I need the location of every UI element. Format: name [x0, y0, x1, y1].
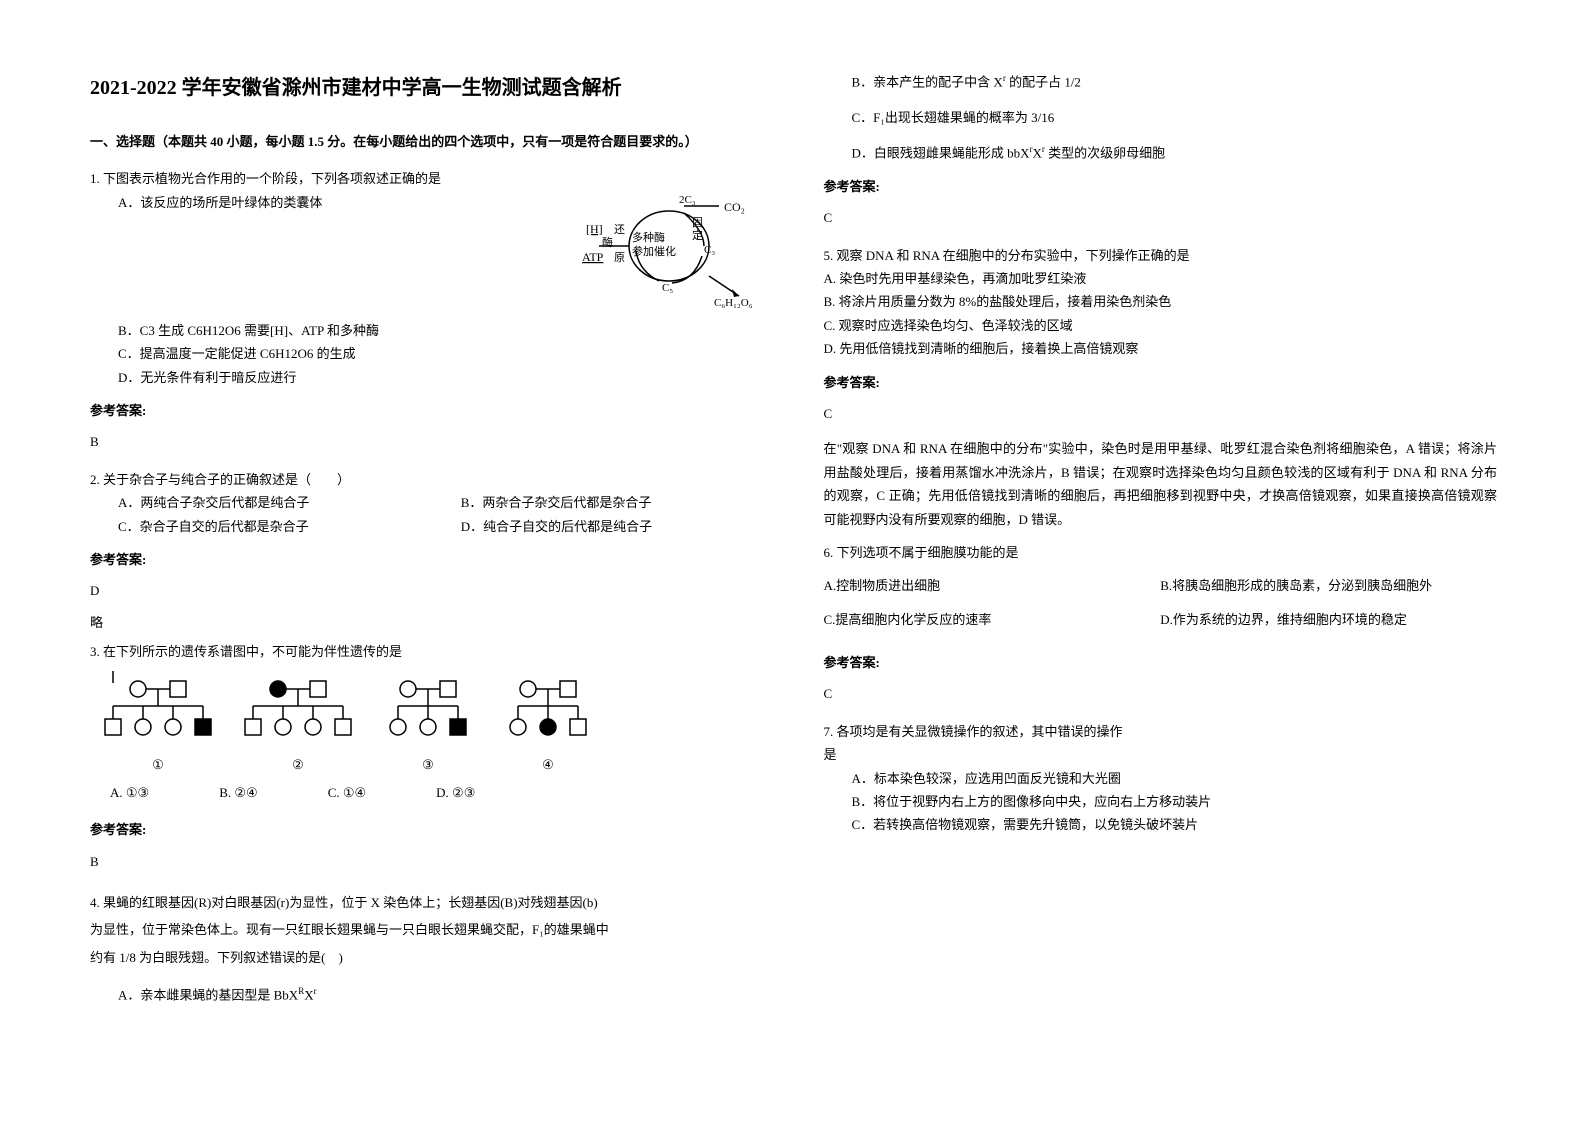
- q1-opt-b: B．C3 生成 C6H12O6 需要[H]、ATP 和多种酶: [90, 319, 764, 342]
- ped2-label: ②: [292, 753, 304, 776]
- q5-opt-d: D. 先用低倍镜找到清晰的细胞后，接着换上高倍镜观察: [824, 337, 1498, 360]
- page-title: 2021-2022 学年安徽省滁州市建材中学高一生物测试题含解析: [90, 70, 764, 106]
- svg-text:C₆H₁₂O₆: C₆H₁₂O₆: [714, 297, 753, 309]
- q5-answer: C: [824, 402, 1498, 425]
- q4-line2: 为显性，位于常染色体上。现有一只红眼长翅果蝇与一只白眼长翅果蝇交配，F₁的雄果蝇…: [90, 918, 764, 941]
- q5-opt-b: B. 将涂片用质量分数为 8%的盐酸处理后，接着用染色剂染色: [824, 290, 1498, 313]
- q4-opt-d: D．白眼残翅雌果蝇能形成 bbXrXr 类型的次级卵母细胞: [824, 141, 1498, 165]
- q2-opt-c: C．杂合子自交的后代都是杂合子: [118, 515, 421, 538]
- q3-stem: 3. 在下列所示的遗传系谱图中，不可能为伴性遗传的是: [90, 640, 764, 663]
- q3-opt-a: A. ①③: [110, 781, 149, 804]
- q2-opt-b: B．两杂合子杂交后代都是杂合子: [461, 491, 764, 514]
- q5-opt-c: C. 观察时应选择染色均匀、色泽较浅的区域: [824, 314, 1498, 337]
- svg-text:[H]: [H]: [586, 222, 603, 236]
- q4-line1: 4. 果蝇的红眼基因(R)对白眼基因(r)为显性，位于 X 染色体上；长翅基因(…: [90, 891, 764, 914]
- q7-opt-b: B．将位于视野内右上方的图像移向中央，应向右上方移动装片: [824, 790, 1498, 813]
- answer-label: 参考答案:: [824, 651, 1498, 674]
- q4-line3: 约有 1/8 为白眼残翅。下列叙述错误的是( ): [90, 946, 764, 969]
- question-3: 3. 在下列所示的遗传系谱图中，不可能为伴性遗传的是: [90, 640, 764, 808]
- question-2: 2. 关于杂合子与纯合子的正确叙述是（ ） A．两纯合子杂交后代都是纯合子 B．…: [90, 468, 764, 538]
- svg-text:还: 还: [614, 223, 625, 236]
- q1-opt-d: D．无光条件有利于暗反应进行: [90, 366, 764, 389]
- q3-opt-c: C. ①④: [328, 781, 366, 804]
- answer-label: 参考答案:: [824, 175, 1498, 198]
- q7-opt-c: C．若转换高倍物镜观察，需要先升镜筒，以免镜头破坏装片: [824, 813, 1498, 836]
- q7-stem1: 7. 各项均是有关显微镜操作的叙述，其中错误的操作: [824, 720, 1498, 743]
- ped1-label: ①: [152, 753, 164, 776]
- q2-answer: D: [90, 579, 764, 602]
- q6-opt-d: D.作为系统的边界，维持细胞内环境的稳定: [1160, 608, 1497, 631]
- pedigree-3: ③: [378, 671, 478, 776]
- svg-text:定: 定: [692, 228, 703, 242]
- q6-opt-a: A.控制物质进出细胞: [824, 574, 1161, 597]
- question-4: 4. 果蝇的红眼基因(R)对白眼基因(r)为显性，位于 X 染色体上；长翅基因(…: [90, 887, 764, 1007]
- q1-diagram: CO₂ 2C₃ C₃ C₅ C₆H₁₂O₆ [H] 酶 ATP 还: [554, 191, 754, 311]
- ped4-label: ④: [542, 753, 554, 776]
- question-5: 5. 观察 DNA 和 RNA 在细胞中的分布实验中，下列操作正确的是 A. 染…: [824, 244, 1498, 361]
- q2-opt-a: A．两纯合子杂交后代都是纯合子: [118, 491, 421, 514]
- q7-opt-a: A．标本染色较深，应选用凹面反光镜和大光圈: [824, 767, 1498, 790]
- q4-opt-b: B．亲本产生的配子中含 Xr 的配子占 1/2: [824, 70, 1498, 94]
- pedigree-1: ①: [98, 671, 218, 776]
- answer-label: 参考答案:: [90, 399, 764, 422]
- q1-opt-c: C．提高温度一定能促进 C6H12O6 的生成: [90, 342, 764, 365]
- answer-label: 参考答案:: [824, 371, 1498, 394]
- q5-opt-a: A. 染色时先用甲基绿染色，再滴加吡罗红染液: [824, 267, 1498, 290]
- q4-opt-a: A．亲本雌果蝇的基因型是 BbXRXr: [90, 983, 764, 1007]
- pedigree-2: ②: [238, 671, 358, 776]
- q6-stem: 6. 下列选项不属于细胞膜功能的是: [824, 541, 1498, 564]
- svg-text:原: 原: [614, 252, 625, 264]
- svg-text:酶: 酶: [602, 236, 613, 249]
- svg-text:多种酶: 多种酶: [632, 230, 665, 244]
- q3-answer: B: [90, 850, 764, 873]
- svg-text:C₅: C₅: [662, 282, 673, 294]
- question-7: 7. 各项均是有关显微镜操作的叙述，其中错误的操作 是 A．标本染色较深，应选用…: [824, 720, 1498, 837]
- section-header: 一、选择题（本题共 40 小题，每小题 1.5 分。在每小题给出的四个选项中，只…: [90, 130, 764, 153]
- answer-label: 参考答案:: [90, 818, 764, 841]
- q1-opt-a: A．该反应的场所是叶绿体的类囊体: [90, 191, 544, 214]
- pedigree-4: ④: [498, 671, 598, 776]
- svg-text:C₃: C₃: [704, 244, 715, 256]
- q1-answer: B: [90, 430, 764, 453]
- q1-stem: 1. 下图表示植物光合作用的一个阶段，下列各项叙述正确的是: [90, 167, 764, 190]
- q5-stem: 5. 观察 DNA 和 RNA 在细胞中的分布实验中，下列操作正确的是: [824, 244, 1498, 267]
- q2-note: 略: [90, 611, 764, 634]
- q6-answer: C: [824, 682, 1498, 705]
- q3-opt-b: B. ②④: [219, 781, 257, 804]
- answer-label: 参考答案:: [90, 548, 764, 571]
- svg-text:CO₂: CO₂: [724, 200, 745, 214]
- pedigree-diagrams: ①: [98, 671, 764, 776]
- question-6: 6. 下列选项不属于细胞膜功能的是 A.控制物质进出细胞 B.将胰岛细胞形成的胰…: [824, 541, 1498, 641]
- svg-text:固: 固: [692, 216, 703, 229]
- q6-opt-c: C.提高细胞内化学反应的速率: [824, 608, 1161, 631]
- q3-opt-d: D. ②③: [436, 781, 475, 804]
- right-column: B．亲本产生的配子中含 Xr 的配子占 1/2 C．F₁出现长翅雄果蝇的概率为 …: [824, 70, 1498, 1052]
- q7-stem2: 是: [824, 743, 1498, 766]
- q6-opt-b: B.将胰岛细胞形成的胰岛素，分泌到胰岛细胞外: [1160, 574, 1497, 597]
- ped3-label: ③: [422, 753, 434, 776]
- q5-explanation: 在"观察 DNA 和 RNA 在细胞中的分布"实验中，染色时是用甲基绿、吡罗红混…: [824, 437, 1498, 531]
- q2-opt-d: D．纯合子自交的后代都是纯合子: [461, 515, 764, 538]
- q4-answer: C: [824, 206, 1498, 229]
- q4-opt-c: C．F₁出现长翅雄果蝇的概率为 3/16: [824, 106, 1498, 129]
- svg-text:参加催化: 参加催化: [632, 244, 676, 258]
- svg-text:2C₃: 2C₃: [679, 194, 696, 206]
- svg-text:ATP: ATP: [582, 250, 604, 264]
- q2-stem: 2. 关于杂合子与纯合子的正确叙述是（ ）: [90, 468, 764, 491]
- left-column: 2021-2022 学年安徽省滁州市建材中学高一生物测试题含解析 一、选择题（本…: [90, 70, 764, 1052]
- question-1: 1. 下图表示植物光合作用的一个阶段，下列各项叙述正确的是 A．该反应的场所是叶…: [90, 167, 764, 389]
